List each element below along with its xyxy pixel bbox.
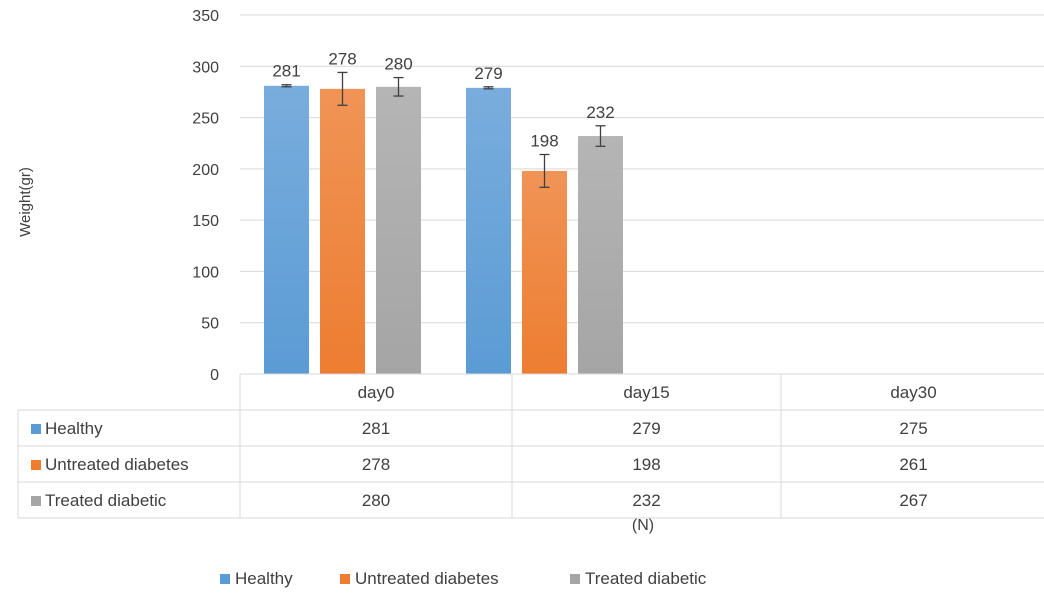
- gridlines: [240, 14, 1044, 375]
- table-cell: 261: [899, 455, 927, 474]
- svg-text:Treated diabetic: Treated diabetic: [585, 569, 707, 588]
- y-tick-label: 300: [192, 59, 219, 76]
- table-cell: 279: [632, 419, 660, 438]
- legend-item: Untreated diabetes: [340, 569, 499, 588]
- error-bars: [281, 71, 606, 188]
- bars: [264, 85, 623, 375]
- table-series-label: Untreated diabetes: [45, 455, 189, 474]
- y-tick-label: 0: [210, 367, 219, 384]
- error-bar: [539, 153, 550, 188]
- table-cell: 198: [632, 455, 660, 474]
- y-tick-label: 200: [192, 162, 219, 179]
- table-cell: 280: [362, 491, 390, 510]
- table-cell: 275: [899, 419, 927, 438]
- bar: [522, 170, 567, 374]
- category-label: day30: [890, 383, 936, 402]
- data-labels: 281 278 280 279 198 232: [272, 49, 614, 150]
- category-label: day15: [623, 383, 669, 402]
- y-tick-label: 100: [192, 264, 219, 281]
- error-bar: [483, 86, 494, 90]
- table-cell: 278: [362, 455, 390, 474]
- category-label: day0: [358, 383, 395, 402]
- error-bar: [393, 76, 404, 97]
- table-series-label: Treated diabetic: [45, 491, 167, 510]
- data-label: 278: [328, 49, 356, 68]
- data-label: 279: [474, 64, 502, 83]
- table-cell: 281: [362, 419, 390, 438]
- svg-text:Healthy: Healthy: [235, 569, 293, 588]
- bar: [264, 85, 309, 374]
- table-cell: 267: [899, 491, 927, 510]
- x-axis-label: (N): [632, 517, 654, 534]
- bar: [466, 87, 511, 374]
- y-tick-label: 50: [201, 316, 219, 333]
- table-cell: 232: [632, 491, 660, 510]
- table-legend-key: [31, 424, 41, 434]
- table-series-label: Healthy: [45, 419, 103, 438]
- y-axis-ticks: 0 50 100 150 200 250 300 350: [192, 8, 219, 384]
- data-label: 281: [272, 62, 300, 81]
- table-legend-key: [31, 460, 41, 470]
- bar: [578, 136, 623, 374]
- bar: [320, 88, 365, 374]
- legend: Healthy Untreated diabetes Treated diabeti…: [220, 569, 707, 588]
- error-bar: [281, 84, 292, 88]
- y-axis-label: Weight(gr): [17, 167, 34, 237]
- data-table: day0 day15 day30 Healthy 281 279 275 Untreated …: [17, 373, 1044, 519]
- data-label: 232: [586, 103, 614, 122]
- svg-text:Untreated diabetes: Untreated diabetes: [355, 569, 499, 588]
- y-tick-label: 250: [192, 111, 219, 128]
- error-bar: [337, 71, 348, 106]
- bar: [376, 86, 421, 375]
- legend-item: Healthy: [220, 569, 293, 588]
- y-tick-label: 350: [192, 8, 219, 25]
- data-label: 280: [384, 55, 412, 74]
- y-tick-label: 150: [192, 213, 219, 230]
- error-bar: [595, 125, 606, 147]
- data-label: 198: [530, 131, 558, 150]
- table-legend-key: [31, 496, 41, 506]
- legend-item: Treated diabetic: [570, 569, 707, 588]
